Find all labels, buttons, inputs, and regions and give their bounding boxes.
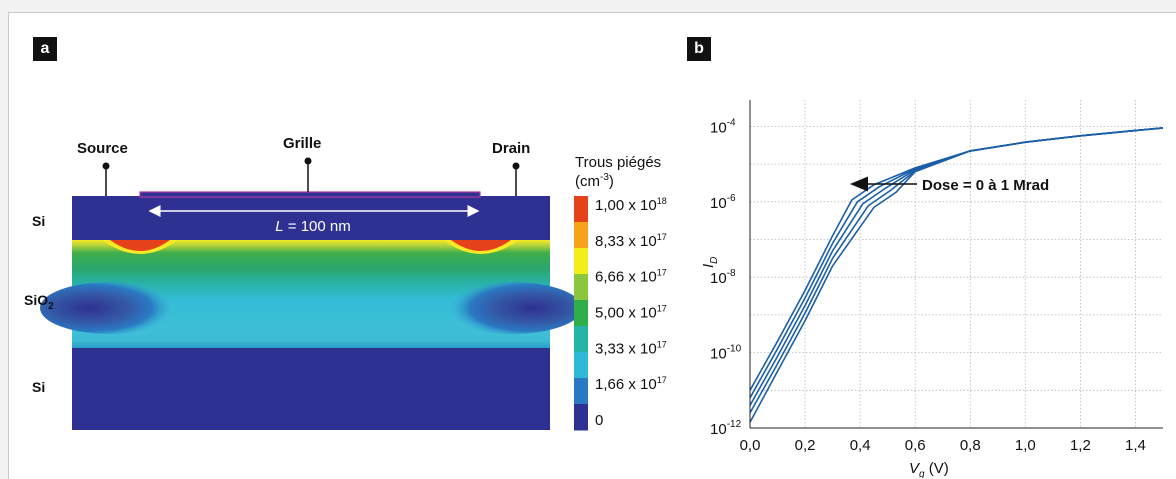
y-tick-exponent: -6 — [727, 193, 736, 204]
y-tick-label: 10-8 — [710, 268, 736, 287]
grid — [750, 100, 1163, 428]
top-si-label: Si — [32, 213, 45, 229]
y-axis-label: ID — [700, 257, 720, 268]
colorbar-tick-label: 3,33 x 1017 — [595, 339, 667, 357]
x-tick-labels: 0,0 0,2 0,4 0,6 0,8 1,0 1,2 1,4 — [740, 437, 1146, 454]
sio2-label: SiO2 — [24, 292, 54, 312]
y-tick-base: 10 — [710, 119, 727, 136]
colorbar-swatch — [574, 274, 588, 301]
gate-electrode — [139, 191, 481, 198]
y-tick-exponent: -4 — [727, 117, 736, 128]
colorbar-tick-exponent: 17 — [657, 339, 667, 349]
colorbar-swatch — [574, 300, 588, 327]
colorbar-swatch — [574, 352, 588, 379]
gate-label: Grille — [283, 135, 321, 152]
y-tick-label: 10-4 — [710, 117, 736, 136]
x-tick-label: 0,8 — [960, 437, 981, 454]
colorbar-tick-exponent: 17 — [657, 232, 667, 242]
x-tick-label: 1,2 — [1070, 437, 1091, 454]
colorbar-tick-mantissa: 1,66 x 10 — [595, 376, 657, 393]
iv-curve — [750, 127, 1163, 423]
colorbar-tick-mantissa: 3,33 x 10 — [595, 340, 657, 357]
colorbar-swatch — [574, 404, 588, 431]
panel-a-cross-section: Source Grille Drain L = 100 nm Si SiO2 S… — [24, 135, 667, 431]
x-tick-label: 1,0 — [1015, 437, 1036, 454]
y-tick-base: 10 — [710, 270, 727, 287]
left-hotspot — [110, 240, 170, 251]
colorbar-tick-label: 8,33 x 1017 — [595, 232, 667, 250]
y-tick-label: 10-6 — [710, 193, 736, 212]
colorbar-tick-exponent: 17 — [657, 375, 667, 385]
colorbar-swatch — [574, 326, 588, 353]
panel-b-chart: 0,0 0,2 0,4 0,6 0,8 1,0 1,2 1,4 10-1210-1010-81… — [700, 100, 1163, 478]
channel-length-label: L = 100 nm — [275, 218, 350, 235]
y-tick-label: 10-10 — [710, 344, 742, 363]
x-tick-label: 0,4 — [850, 437, 871, 454]
top-silicon-layer — [72, 196, 550, 242]
colorbar-swatch — [574, 222, 588, 249]
x-tick-label: 0,0 — [740, 437, 761, 454]
colorbar-tick-mantissa: 0 — [595, 412, 603, 429]
drain-label: Drain — [492, 140, 530, 157]
panel-b-tag: b — [687, 37, 711, 61]
colorbar-tick-exponent: 17 — [657, 304, 667, 314]
right-hotspot — [451, 240, 511, 251]
colorbar-swatches — [574, 196, 588, 431]
gate-contact-dot — [304, 157, 312, 165]
colorbar-title-line1: Trous piégés — [575, 154, 661, 171]
plot-area — [750, 100, 1163, 428]
x-axis-label: Vg (V) — [909, 460, 949, 478]
colorbar-swatch — [574, 196, 588, 223]
source-contact-dot — [102, 162, 110, 170]
panel-a-tag: a — [33, 37, 57, 61]
colorbar-tick-label: 1,66 x 1017 — [595, 375, 667, 393]
colorbar-tick-mantissa: 8,33 x 10 — [595, 233, 657, 250]
dose-annotation: Dose = 0 à 1 Mrad — [922, 177, 1049, 194]
y-tick-exponent: -8 — [727, 268, 736, 279]
left-low-charge-region — [40, 282, 180, 334]
y-tick-label: 10-12 — [710, 419, 742, 438]
colorbar-tick-mantissa: 5,00 x 10 — [595, 305, 657, 322]
source-label: Source — [77, 140, 128, 157]
colorbar-swatch — [574, 248, 588, 275]
colorbar-tick-label: 5,00 x 1017 — [595, 304, 667, 322]
colorbar-tick-exponent: 17 — [657, 268, 667, 278]
x-tick-label: 0,6 — [905, 437, 926, 454]
colorbar-tick-mantissa: 1,00 x 10 — [595, 197, 657, 214]
y-tick-base: 10 — [710, 195, 727, 212]
colorbar-tick-label: 6,66 x 1017 — [595, 268, 667, 286]
colorbar-swatch — [574, 378, 588, 405]
x-tick-label: 1,4 — [1125, 437, 1146, 454]
y-tick-base: 10 — [710, 421, 727, 438]
x-tick-label: 0,2 — [795, 437, 816, 454]
iv-curves — [750, 127, 1163, 423]
bottom-si-label: Si — [32, 379, 45, 395]
colorbar-title-line2: (cm-3) — [575, 172, 614, 190]
y-tick-exponent: -12 — [727, 419, 742, 430]
right-low-charge-region — [442, 282, 582, 334]
y-tick-base: 10 — [710, 346, 727, 363]
bottom-silicon-layer — [72, 348, 550, 430]
colorbar-tick-mantissa: 6,66 x 10 — [595, 269, 657, 286]
colorbar-tick-exponent: 18 — [657, 196, 667, 206]
colorbar-tick-label: 0 — [595, 412, 603, 429]
y-tick-exponent: -10 — [727, 344, 742, 355]
drain-contact-dot — [512, 162, 520, 170]
colorbar-tick-label: 1,00 x 1018 — [595, 196, 667, 214]
